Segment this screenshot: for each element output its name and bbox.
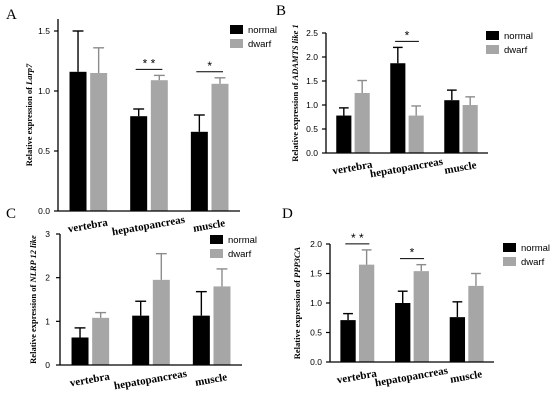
panel-label: D bbox=[282, 206, 293, 222]
bar-normal bbox=[390, 63, 406, 153]
significance-marker: * bbox=[405, 28, 410, 42]
bar-normal bbox=[192, 315, 210, 365]
bar-normal bbox=[340, 320, 356, 362]
y-axis-label-gene: NLRP 12 like bbox=[28, 235, 38, 284]
bar-normal bbox=[130, 116, 148, 211]
bar-dwarf bbox=[468, 285, 484, 362]
y-tick-label: 0.0 bbox=[38, 206, 50, 216]
panel-label: C bbox=[6, 206, 16, 222]
x-tick-label: vertebra bbox=[67, 217, 109, 236]
significance-marker: * * bbox=[143, 56, 156, 70]
bar-dwarf bbox=[92, 317, 110, 365]
chart-panel-c: C 0 1 2 3 Relative expression of NLRP 12 like… bbox=[6, 206, 257, 392]
bar-normal bbox=[449, 317, 466, 362]
y-axis-label-prefix: Relative expression of bbox=[28, 283, 38, 364]
bar-normal bbox=[395, 303, 411, 362]
bar-normal bbox=[71, 337, 89, 365]
legend-swatch-normal bbox=[503, 243, 516, 252]
chart-panel-d: D 0.0 0.5 1.0 1.5 2.0 Relative expression of P… bbox=[282, 206, 550, 389]
x-tick-label: vertebra bbox=[332, 159, 374, 178]
y-tick-label: 0 bbox=[45, 360, 50, 370]
legend-swatch-normal bbox=[230, 25, 243, 34]
x-tick-label: muscle bbox=[449, 368, 483, 385]
y-tick-label: 1.5 bbox=[38, 26, 50, 36]
legend-swatch-normal bbox=[210, 235, 223, 244]
y-tick-label: 1.0 bbox=[306, 100, 318, 110]
bar-dwarf bbox=[90, 73, 108, 211]
y-axis-label-gene: Larp7 bbox=[24, 63, 34, 86]
bar-dwarf bbox=[408, 115, 424, 153]
y-tick-label: 1.5 bbox=[310, 269, 322, 279]
legend-label: normal bbox=[521, 243, 550, 254]
x-tick-label: vertebra bbox=[336, 368, 378, 387]
bar-dwarf bbox=[413, 271, 429, 362]
y-tick-label: 0.5 bbox=[306, 124, 318, 134]
y-tick-label: 2 bbox=[45, 273, 50, 283]
x-tick-label: muscle bbox=[194, 371, 228, 388]
y-tick-label: 2.0 bbox=[306, 52, 318, 62]
x-tick-label: hepatopancreas bbox=[374, 365, 449, 390]
y-axis-label-prefix: Relative expression of bbox=[292, 278, 302, 359]
bar-normal bbox=[190, 131, 208, 211]
legend-label: dwarf bbox=[521, 257, 545, 268]
legend-label: normal bbox=[504, 31, 533, 42]
legend-swatch-dwarf bbox=[486, 45, 499, 54]
y-axis-label: Relative expression of Larp7 bbox=[24, 63, 34, 166]
legend-label: normal bbox=[228, 235, 257, 246]
y-tick-label: 2.5 bbox=[306, 28, 318, 38]
bar-dwarf bbox=[354, 93, 370, 153]
y-tick-label: 0.5 bbox=[38, 146, 50, 156]
x-tick-label: vertebra bbox=[69, 371, 111, 390]
y-tick-label: 1 bbox=[45, 316, 50, 326]
bar-normal bbox=[69, 71, 87, 211]
y-axis-label-gene: PPP3CA bbox=[292, 246, 302, 277]
y-tick-label: 0.0 bbox=[310, 357, 322, 367]
significance-marker: * bbox=[207, 59, 212, 73]
y-tick-label: 0.0 bbox=[306, 148, 318, 158]
bar-normal bbox=[132, 315, 150, 365]
legend-label: normal bbox=[248, 25, 277, 36]
y-tick-label: 1.0 bbox=[38, 86, 50, 96]
panel-label: B bbox=[276, 3, 286, 19]
bar-dwarf bbox=[462, 105, 478, 153]
y-axis-label: Relative expression of PPP3CA bbox=[292, 246, 302, 359]
x-tick-label: hepatopancreas bbox=[111, 214, 186, 239]
chart-panel-a: A 0.0 0.5 1.0 1.5 Relative expression of Larp… bbox=[6, 7, 277, 238]
y-axis-label-prefix: Relative expression of bbox=[24, 85, 34, 166]
panel-label: A bbox=[6, 7, 17, 23]
x-tick-label: muscle bbox=[443, 159, 477, 176]
significance-marker: * bbox=[410, 246, 415, 260]
legend-swatch-normal bbox=[486, 31, 499, 40]
y-tick-label: 0.5 bbox=[310, 328, 322, 338]
bar-normal bbox=[444, 100, 460, 153]
bar-normal bbox=[336, 115, 352, 153]
legend-swatch-dwarf bbox=[230, 39, 243, 48]
y-tick-label: 1.0 bbox=[310, 298, 322, 308]
x-tick-label: hepatopancreas bbox=[369, 156, 444, 181]
legend-swatch-dwarf bbox=[503, 257, 516, 266]
y-axis-label-prefix: Relative expression of bbox=[290, 80, 300, 161]
legend-label: dwarf bbox=[248, 39, 272, 50]
legend-label: dwarf bbox=[504, 45, 528, 56]
bar-dwarf bbox=[152, 279, 170, 365]
bar-dwarf bbox=[211, 83, 229, 211]
bar-dwarf bbox=[213, 286, 231, 365]
bar-dwarf bbox=[358, 264, 375, 362]
y-tick-label: 3 bbox=[45, 229, 50, 239]
y-axis-label: Relative expression of ADAMTS like 1 bbox=[290, 24, 300, 162]
y-tick-label: 2.0 bbox=[310, 239, 322, 249]
x-tick-label: muscle bbox=[192, 217, 226, 234]
y-axis-label-gene: ADAMTS like 1 bbox=[290, 24, 300, 81]
significance-marker: * * bbox=[351, 231, 364, 245]
y-axis-label: Relative expression of NLRP 12 like bbox=[28, 235, 38, 364]
x-tick-label: hepatopancreas bbox=[113, 368, 188, 393]
bar-dwarf bbox=[150, 80, 168, 211]
chart-panel-b: B 0.0 0.5 1.0 1.5 2.0 2.5 Relative expression o… bbox=[276, 3, 533, 180]
legend-swatch-dwarf bbox=[210, 249, 223, 258]
y-tick-label: 1.5 bbox=[306, 76, 318, 86]
legend-label: dwarf bbox=[228, 249, 252, 260]
